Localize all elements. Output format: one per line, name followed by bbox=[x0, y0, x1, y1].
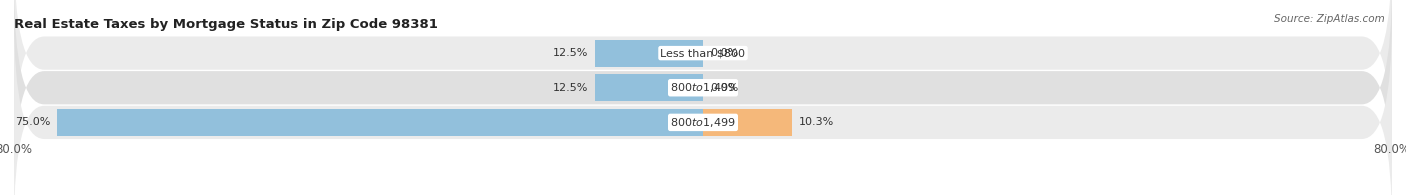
Text: $800 to $1,499: $800 to $1,499 bbox=[671, 116, 735, 129]
Text: Source: ZipAtlas.com: Source: ZipAtlas.com bbox=[1274, 14, 1385, 24]
Bar bbox=[595, 40, 703, 67]
Text: Real Estate Taxes by Mortgage Status in Zip Code 98381: Real Estate Taxes by Mortgage Status in … bbox=[14, 18, 437, 31]
FancyBboxPatch shape bbox=[14, 0, 1392, 158]
Text: Less than $800: Less than $800 bbox=[661, 48, 745, 58]
Text: 75.0%: 75.0% bbox=[15, 117, 51, 127]
FancyBboxPatch shape bbox=[14, 0, 1392, 192]
Bar bbox=[58, 109, 703, 136]
Bar bbox=[595, 74, 703, 101]
Text: 12.5%: 12.5% bbox=[553, 48, 589, 58]
Text: 0.0%: 0.0% bbox=[710, 48, 738, 58]
Text: 10.3%: 10.3% bbox=[799, 117, 834, 127]
Text: 0.0%: 0.0% bbox=[710, 83, 738, 93]
Legend: Without Mortgage, With Mortgage: Without Mortgage, With Mortgage bbox=[588, 191, 818, 195]
Text: $800 to $1,499: $800 to $1,499 bbox=[671, 81, 735, 94]
FancyBboxPatch shape bbox=[14, 18, 1392, 195]
Text: 12.5%: 12.5% bbox=[553, 83, 589, 93]
Bar bbox=[703, 109, 792, 136]
